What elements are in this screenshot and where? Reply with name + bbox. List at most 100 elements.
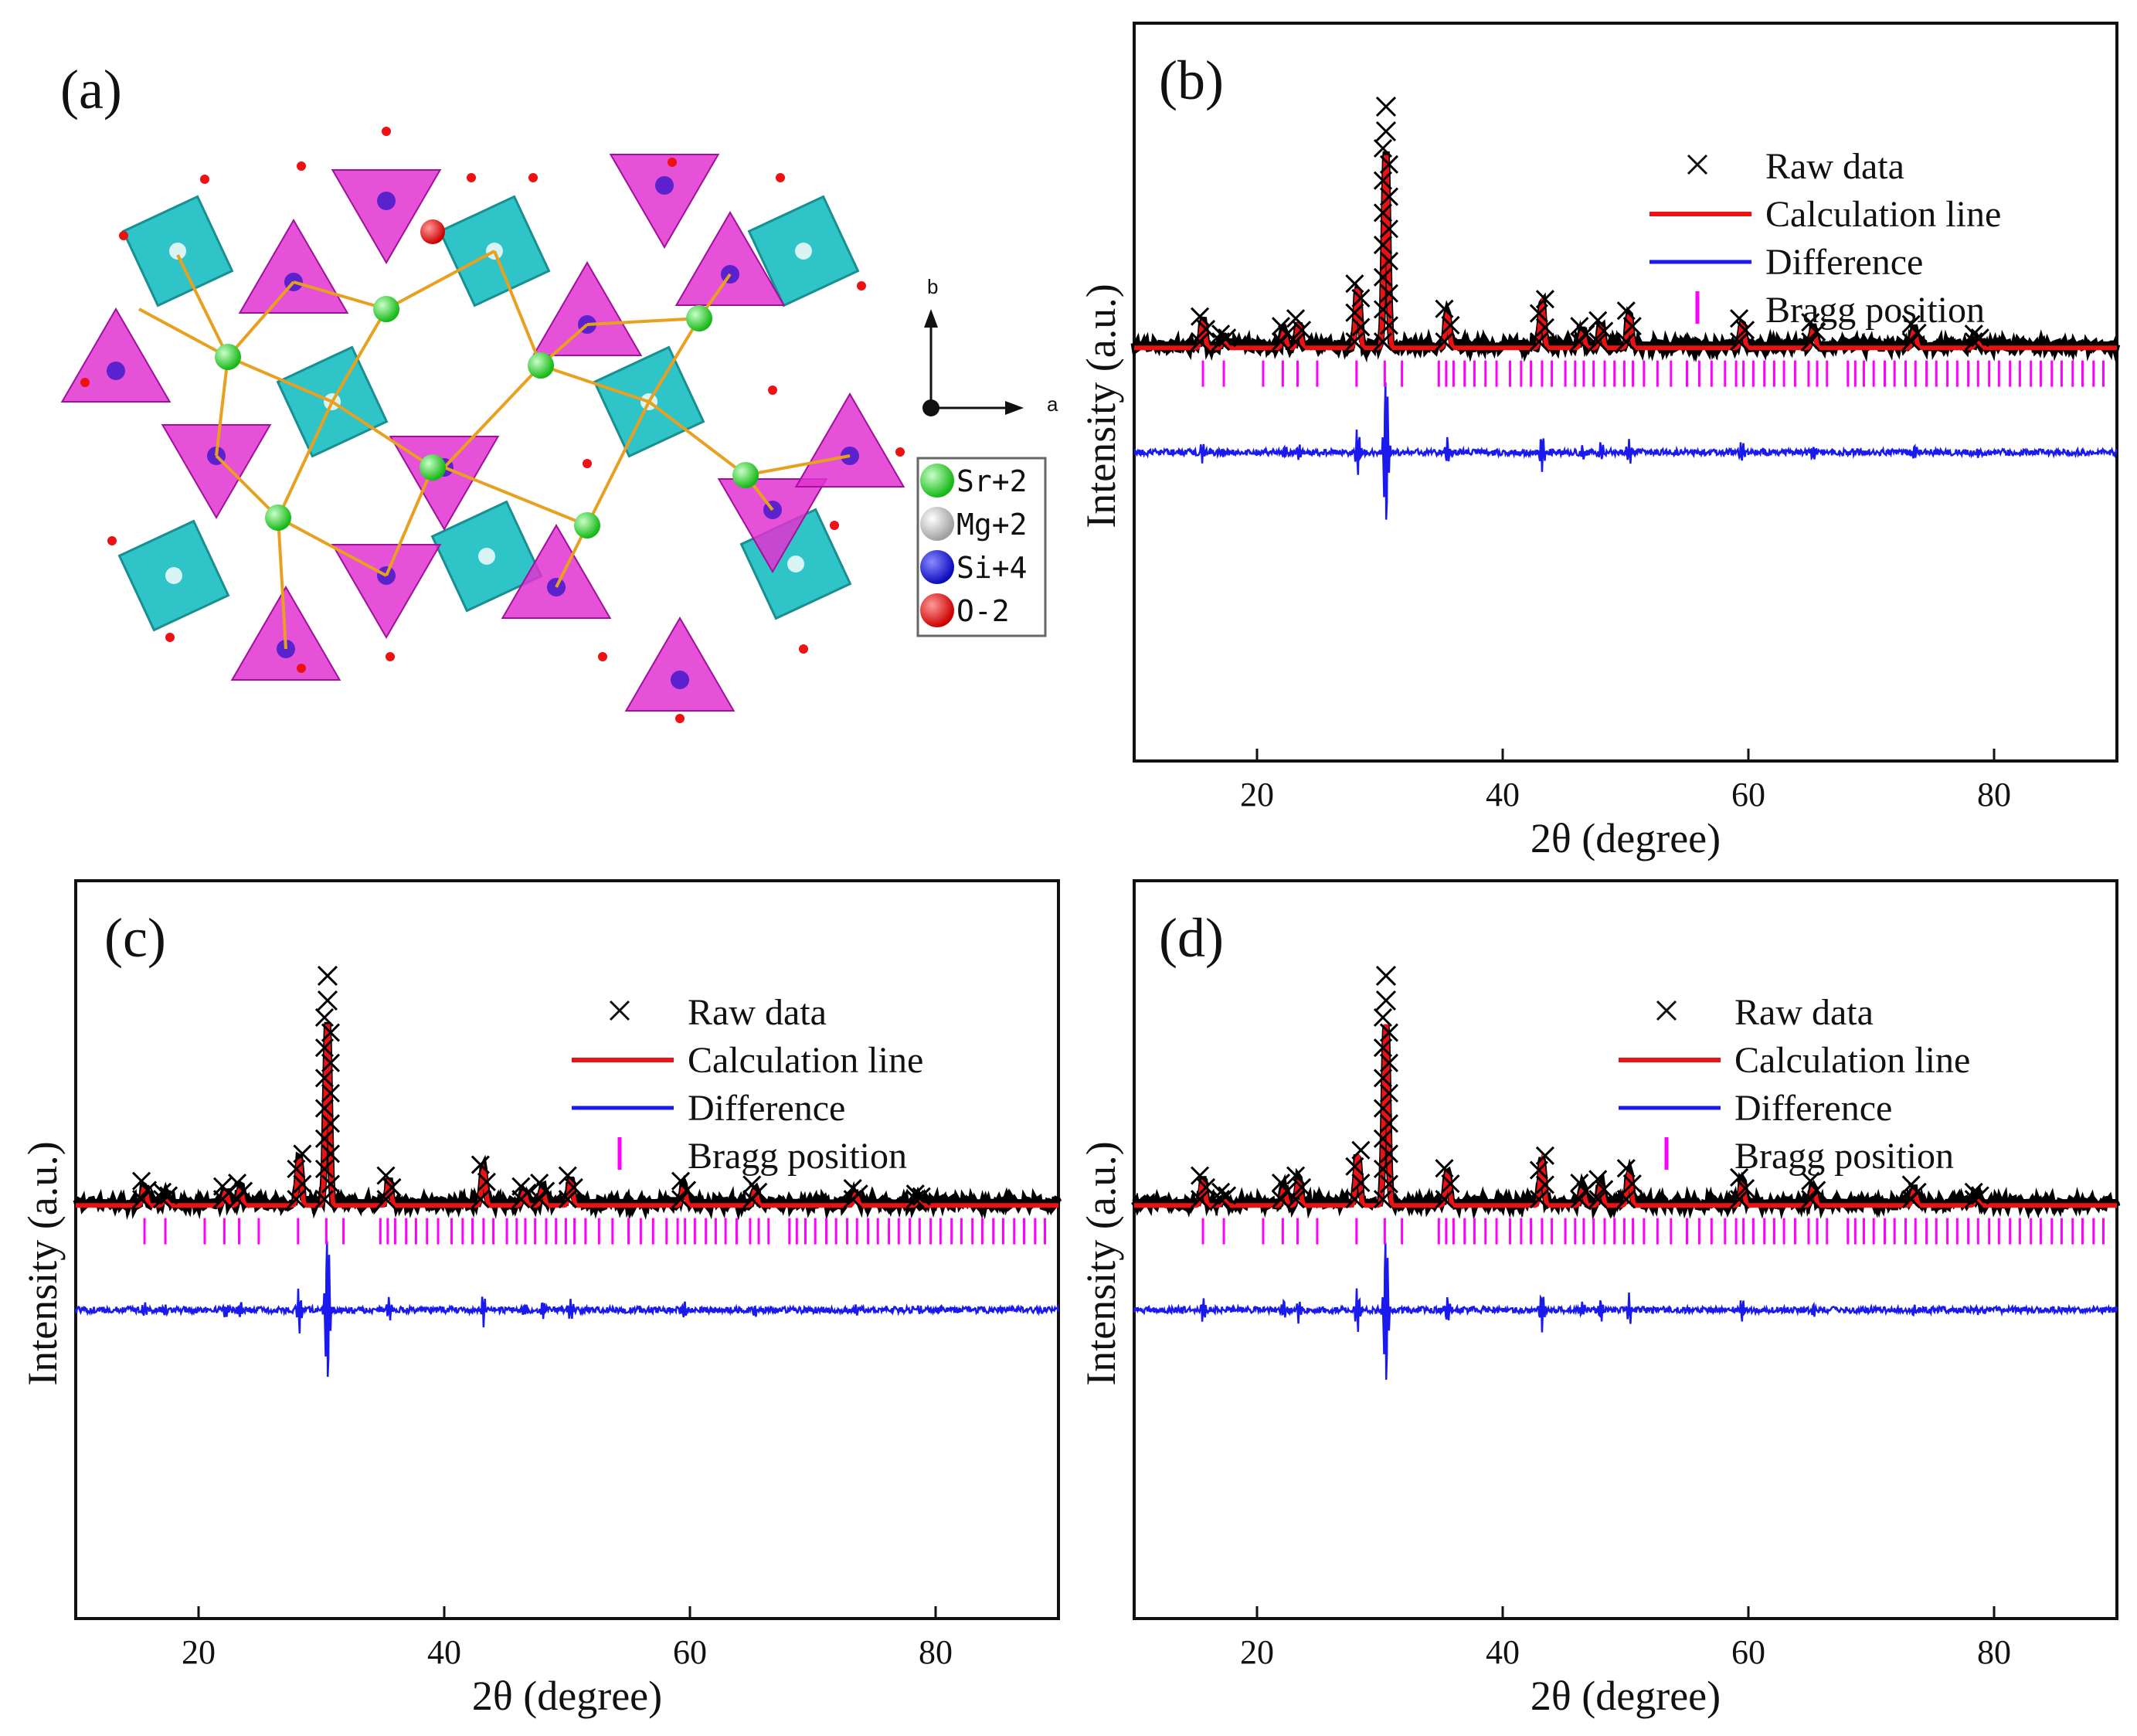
raw-data-marker	[131, 1171, 151, 1191]
sr-atom	[732, 462, 759, 488]
raw-data-marker	[530, 1173, 549, 1193]
raw-data-marker	[564, 1177, 583, 1197]
raw-data-marker	[293, 1144, 312, 1164]
raw-data-marker	[1622, 1174, 1642, 1194]
raw-data-marker	[1351, 318, 1371, 337]
o-atom	[107, 536, 117, 545]
o-atom	[598, 652, 607, 661]
o-atom	[165, 633, 175, 642]
raw-data-marker	[1379, 251, 1399, 271]
x-axis-title: 2θ (degree)	[1531, 1673, 1721, 1719]
legend-entry: Difference	[688, 1088, 845, 1129]
raw-data-marker	[1345, 1190, 1364, 1209]
raw-data-marker	[1616, 1190, 1636, 1209]
raw-data-marker	[212, 1177, 233, 1196]
o-atom	[80, 378, 90, 387]
tetrahedron	[238, 219, 349, 314]
legend-entry: Bragg position	[688, 1136, 907, 1177]
raw-data-marker	[1373, 1099, 1393, 1118]
bond	[745, 454, 851, 477]
sr-atom	[528, 352, 554, 379]
y-axis-title: Intensity (a.u.)	[1078, 284, 1124, 528]
tetrahedron	[794, 392, 905, 488]
raw-data-marker	[1964, 1182, 1983, 1201]
raw-data-marker	[314, 1038, 335, 1058]
raw-data-marker	[1271, 317, 1291, 336]
legend-raw-marker-icon	[1687, 154, 1708, 175]
tetrahedron	[717, 478, 828, 573]
o-atom	[768, 386, 777, 395]
raw-data-marker	[1729, 309, 1749, 328]
raw-data-marker	[1529, 1190, 1548, 1209]
o-atom	[830, 521, 839, 530]
panel-b-chart: (b) 20 40 60 80 2θ (degree) Intensity (a.u.) Ra…	[1078, 22, 2121, 861]
crystal-axes-icon: b a	[922, 275, 1058, 416]
raw-data-marker	[1529, 304, 1548, 323]
raw-data-marker	[1373, 236, 1393, 255]
raw-data-marker	[1807, 1181, 1826, 1200]
raw-data-marker	[1373, 267, 1393, 287]
raw-data-marker	[1735, 1179, 1755, 1198]
legend-entry: Difference	[1734, 1088, 1892, 1129]
raw-data-marker	[1901, 1175, 1921, 1194]
raw-data-marker	[1345, 274, 1364, 294]
raw-data-marker	[477, 1172, 496, 1191]
raw-data-marker	[1379, 219, 1399, 239]
raw-data-marker	[314, 1068, 335, 1088]
si-atom	[655, 176, 674, 195]
x-tick-label: 60	[1731, 1633, 1765, 1671]
bond	[138, 307, 229, 358]
raw-data-marker	[317, 990, 338, 1011]
raw-data-marker	[511, 1177, 531, 1196]
crystal-structure-image	[60, 127, 905, 723]
raw-data-marker	[1379, 316, 1399, 335]
plot-frame	[1133, 879, 2118, 1620]
raw-data-marker	[1196, 319, 1216, 338]
raw-data-marker	[376, 1190, 396, 1209]
legend-entry: Raw data	[688, 992, 827, 1033]
difference-series	[1133, 1242, 2118, 1380]
panel-label: (b)	[1159, 49, 1224, 111]
sr-atom	[686, 305, 712, 331]
raw-data-marker	[1286, 1190, 1306, 1209]
tetrahedron	[161, 424, 272, 519]
raw-data-marker	[321, 1023, 341, 1042]
raw-data-marker	[1535, 290, 1554, 309]
raw-data-marker	[471, 1190, 490, 1209]
sr-atom	[574, 512, 600, 538]
axis-a-label: a	[1047, 392, 1058, 416]
raw-data-marker	[1375, 96, 1397, 117]
raw-data-marker	[558, 1166, 577, 1185]
raw-data-marker	[1570, 1173, 1589, 1193]
raw-data-marker	[1373, 1038, 1393, 1058]
bond	[215, 356, 229, 457]
bond	[443, 364, 542, 469]
bond	[386, 250, 495, 311]
legend-entry: Calculation line	[1765, 194, 2001, 235]
raw-data-marker	[1729, 1190, 1749, 1209]
raw-data-marker	[1373, 1007, 1393, 1028]
x-tick-label: 20	[1240, 776, 1274, 814]
o-atom	[857, 281, 866, 290]
raw-data-marker	[905, 1184, 925, 1204]
raw-data-marker	[1375, 965, 1397, 987]
raw-data-marker	[1441, 315, 1460, 335]
o-atom	[668, 158, 677, 167]
bond	[277, 517, 287, 650]
raw-data-marker	[321, 1053, 341, 1072]
raw-data-marker	[1379, 284, 1399, 303]
raw-data-marker	[1735, 321, 1755, 340]
raw-data-marker	[912, 1187, 931, 1206]
x-tick-label: 80	[919, 1633, 953, 1671]
bond	[385, 467, 434, 576]
bond	[443, 466, 588, 527]
raw-data-marker	[1595, 1180, 1614, 1199]
raw-data-marker	[1729, 332, 1749, 352]
mg-atom	[795, 243, 812, 260]
raw-data-marker	[742, 1175, 762, 1194]
raw-data-marker	[1529, 332, 1548, 352]
raw-data-marker	[1379, 187, 1399, 206]
x-tick-label: 20	[182, 1633, 216, 1671]
x-tick-label: 60	[673, 1633, 707, 1671]
